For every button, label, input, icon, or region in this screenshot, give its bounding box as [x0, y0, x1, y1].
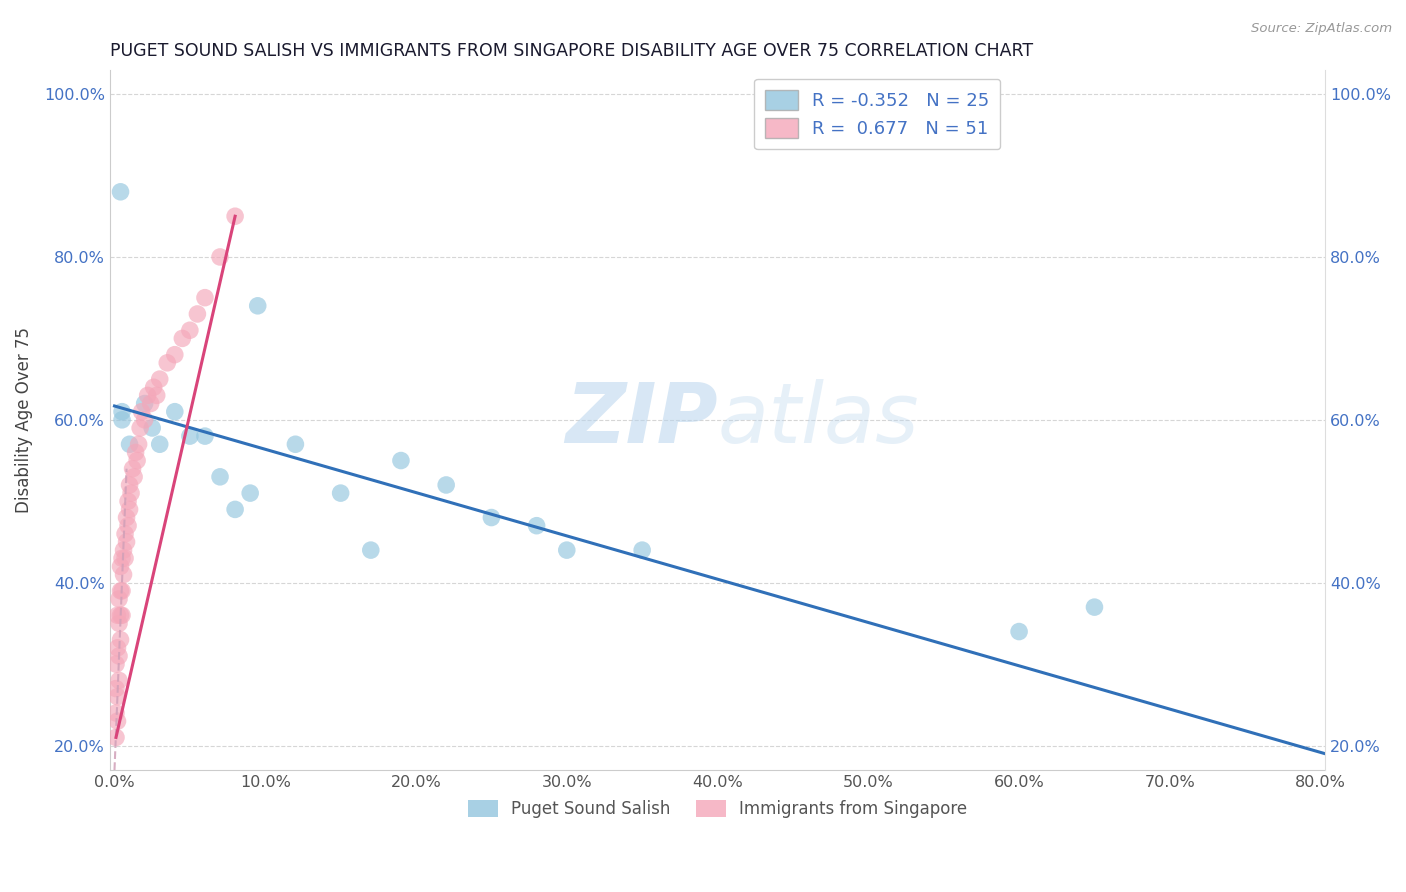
- Point: [108, 592, 131, 607]
- Point: [246, 299, 269, 313]
- Point: [481, 510, 503, 524]
- Point: [194, 429, 217, 443]
- Y-axis label: Disability Age Over 75: Disability Age Over 75: [15, 326, 32, 513]
- Point: [115, 535, 138, 549]
- Point: [142, 380, 165, 394]
- Point: [114, 551, 136, 566]
- Point: [163, 348, 186, 362]
- Point: [117, 518, 139, 533]
- Point: [110, 185, 132, 199]
- Point: [111, 608, 134, 623]
- Point: [136, 388, 159, 402]
- Point: [179, 323, 201, 337]
- Point: [118, 502, 141, 516]
- Point: [118, 478, 141, 492]
- Point: [526, 518, 548, 533]
- Point: [111, 551, 134, 566]
- Point: [118, 437, 141, 451]
- Point: [145, 388, 167, 402]
- Point: [134, 396, 156, 410]
- Point: [110, 632, 132, 647]
- Point: [127, 453, 149, 467]
- Text: atlas: atlas: [717, 379, 920, 460]
- Text: ZIP: ZIP: [565, 379, 717, 460]
- Point: [131, 405, 153, 419]
- Point: [108, 648, 131, 663]
- Point: [105, 731, 128, 745]
- Point: [156, 356, 179, 370]
- Text: PUGET SOUND SALISH VS IMMIGRANTS FROM SINGAPORE DISABILITY AGE OVER 75 CORRELATI: PUGET SOUND SALISH VS IMMIGRANTS FROM SI…: [110, 42, 1033, 60]
- Point: [224, 209, 246, 223]
- Point: [179, 429, 201, 443]
- Point: [115, 510, 138, 524]
- Point: [149, 372, 172, 386]
- Point: [239, 486, 262, 500]
- Point: [117, 494, 139, 508]
- Point: [105, 657, 128, 672]
- Point: [434, 478, 457, 492]
- Point: [129, 421, 152, 435]
- Point: [108, 673, 131, 688]
- Point: [114, 526, 136, 541]
- Point: [110, 583, 132, 598]
- Point: [149, 437, 172, 451]
- Point: [124, 445, 146, 459]
- Point: [121, 461, 143, 475]
- Point: [139, 396, 162, 410]
- Point: [1083, 600, 1105, 615]
- Point: [208, 250, 231, 264]
- Point: [128, 437, 150, 451]
- Point: [105, 681, 128, 696]
- Point: [329, 486, 352, 500]
- Point: [111, 413, 134, 427]
- Point: [107, 608, 129, 623]
- Point: [1008, 624, 1031, 639]
- Point: [112, 567, 135, 582]
- Point: [555, 543, 578, 558]
- Point: [389, 453, 412, 467]
- Point: [111, 583, 134, 598]
- Point: [194, 291, 217, 305]
- Point: [110, 559, 132, 574]
- Point: [108, 616, 131, 631]
- Point: [186, 307, 208, 321]
- Point: [112, 543, 135, 558]
- Point: [631, 543, 654, 558]
- Point: [110, 608, 132, 623]
- Legend: Puget Sound Salish, Immigrants from Singapore: Puget Sound Salish, Immigrants from Sing…: [461, 793, 974, 825]
- Point: [111, 405, 134, 419]
- Point: [172, 331, 194, 345]
- Point: [163, 405, 186, 419]
- Point: [105, 706, 128, 720]
- Point: [134, 413, 156, 427]
- Point: [122, 470, 145, 484]
- Point: [284, 437, 307, 451]
- Point: [120, 486, 142, 500]
- Point: [107, 640, 129, 655]
- Point: [107, 714, 129, 728]
- Point: [224, 502, 246, 516]
- Point: [107, 690, 129, 704]
- Point: [141, 421, 163, 435]
- Point: [360, 543, 382, 558]
- Point: [208, 470, 231, 484]
- Text: Source: ZipAtlas.com: Source: ZipAtlas.com: [1251, 22, 1392, 36]
